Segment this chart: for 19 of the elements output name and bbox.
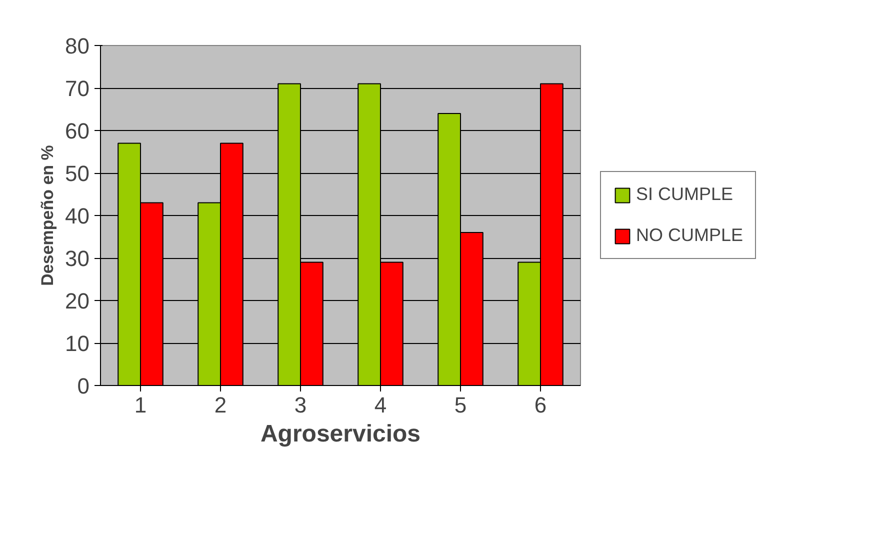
y-tick-label: 10 (65, 331, 90, 356)
y-tick-label: 60 (65, 118, 90, 144)
y-tick-label: 30 (65, 246, 90, 271)
y-tick-label: 80 (65, 34, 90, 58)
x-tick-label: 4 (374, 392, 387, 418)
y-axis-title: Desempeño en % (38, 145, 58, 286)
x-tick-label: 2 (214, 392, 227, 418)
y-tick-label: 20 (65, 288, 90, 314)
x-axis-title: Agroservicios (260, 420, 421, 448)
y-tick-label: 0 (77, 374, 90, 398)
x-tick-label: 3 (294, 392, 307, 418)
y-tick-label: 70 (65, 76, 90, 101)
y-tick-label: 50 (65, 161, 90, 186)
legend-label: SI CUMPLE (636, 184, 734, 205)
y-tick-label: 40 (65, 204, 90, 228)
x-tick-label: 5 (454, 392, 467, 418)
legend-label: NO CUMPLE (636, 225, 744, 246)
x-tick-label: 6 (534, 392, 547, 418)
x-tick-label: 1 (134, 392, 147, 418)
